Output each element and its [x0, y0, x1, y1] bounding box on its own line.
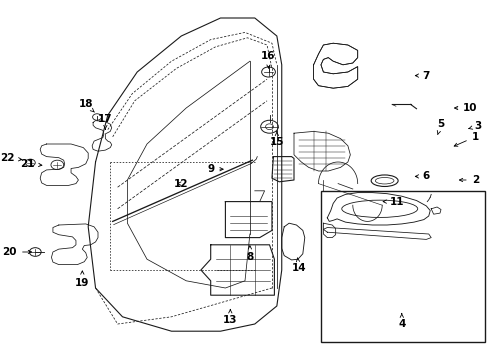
- Text: 18: 18: [78, 99, 95, 112]
- Text: 19: 19: [75, 271, 90, 288]
- Text: 10: 10: [455, 103, 478, 113]
- Text: 15: 15: [270, 132, 284, 147]
- Text: 17: 17: [98, 114, 113, 129]
- Text: 20: 20: [2, 247, 31, 257]
- Text: 1: 1: [454, 132, 479, 146]
- Text: 2: 2: [460, 175, 479, 185]
- Text: 8: 8: [246, 246, 253, 262]
- Text: 12: 12: [174, 179, 189, 189]
- Text: 11: 11: [383, 197, 404, 207]
- Text: 9: 9: [207, 164, 223, 174]
- Bar: [321, 191, 485, 342]
- Text: 22: 22: [0, 153, 22, 163]
- Text: 6: 6: [416, 171, 430, 181]
- Text: 14: 14: [292, 258, 306, 273]
- Text: 4: 4: [398, 314, 406, 329]
- Text: 21: 21: [20, 159, 42, 169]
- Text: 16: 16: [261, 51, 276, 68]
- Text: 13: 13: [223, 310, 238, 325]
- Text: 7: 7: [416, 71, 430, 81]
- Text: 3: 3: [468, 121, 481, 131]
- Text: 5: 5: [437, 119, 444, 135]
